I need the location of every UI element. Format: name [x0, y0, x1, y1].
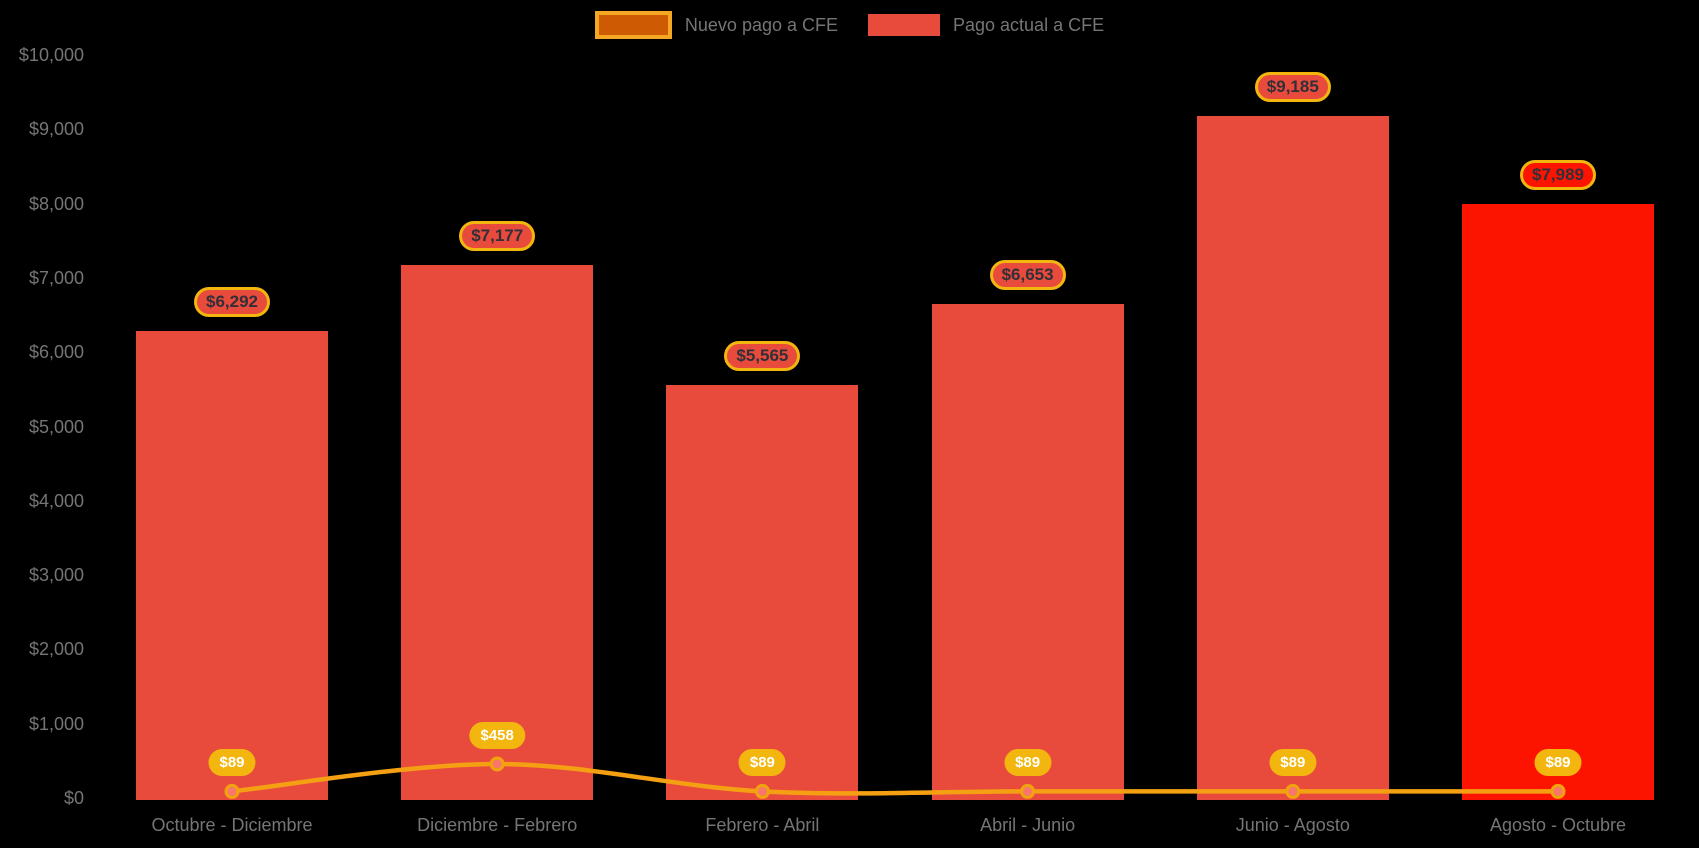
line-value-label: $89 [1269, 749, 1317, 777]
x-axis-label: Febrero - Abril [705, 815, 820, 835]
y-axis-tick-label: $2,000 [28, 639, 84, 660]
chart-legend: Nuevo pago a CFE Pago actual a CFE [0, 11, 1699, 39]
legend-label-pago-actual: Pago actual a CFE [953, 14, 1105, 35]
legend-label-nuevo-pago: Nuevo pago a CFE [684, 14, 838, 35]
line-value-label: $89 [208, 749, 256, 777]
bar-5[interactable] [1196, 115, 1389, 800]
bar-value-label: $6,653 [989, 259, 1066, 290]
bar-value-label: $7,177 [459, 220, 536, 251]
bar-value-label: $5,565 [724, 340, 801, 371]
line-series-swatch-icon [594, 11, 672, 39]
legend-item-pago-actual[interactable]: Pago actual a CFE [868, 14, 1104, 36]
y-axis-tick-label: $0 [63, 788, 84, 808]
bar-2[interactable] [401, 264, 594, 800]
bar-4[interactable] [931, 303, 1124, 800]
bar-3[interactable] [666, 384, 859, 800]
line-value-label: $89 [738, 749, 786, 777]
y-axis: $0 $1,000 $2,000 $3,000 $4,000 $5,000 $6,000 $7… [0, 0, 86, 848]
x-axis-label: Diciembre - Febrero [417, 815, 578, 835]
line-value-label: $89 [1004, 749, 1052, 777]
bar-series-swatch-icon [868, 14, 940, 36]
y-axis-tick-label: $9,000 [28, 119, 84, 140]
y-axis-tick-label: $1,000 [28, 713, 84, 734]
legend-item-nuevo-pago[interactable]: Nuevo pago a CFE [594, 11, 838, 39]
y-axis-tick-label: $5,000 [28, 416, 84, 437]
bar-value-label: $9,185 [1254, 71, 1331, 102]
x-axis-label: Agosto - Octubre [1489, 815, 1627, 835]
x-axis: Octubre - Diciembre Diciembre - Febrero Fe… [0, 813, 1699, 843]
line-value-label: $89 [1534, 749, 1582, 777]
bar-1[interactable] [136, 330, 328, 800]
bar-value-label: $7,989 [1520, 160, 1596, 191]
bar-value-label: $6,292 [194, 286, 270, 317]
y-axis-tick-label: $6,000 [28, 342, 84, 363]
y-axis-tick-label: $3,000 [28, 565, 84, 586]
bar-6[interactable] [1462, 204, 1654, 800]
x-axis-label: Junio - Agosto [1235, 815, 1350, 835]
x-axis-label: Abril - Junio [980, 815, 1076, 835]
y-axis-tick-label: $7,000 [28, 267, 84, 288]
y-axis-tick-label: $4,000 [28, 490, 84, 511]
y-axis-tick-label: $10,000 [18, 45, 84, 65]
x-axis-label: Octubre - Diciembre [151, 815, 313, 835]
line-value-label: $458 [469, 721, 525, 749]
y-axis-tick-label: $8,000 [28, 193, 84, 214]
